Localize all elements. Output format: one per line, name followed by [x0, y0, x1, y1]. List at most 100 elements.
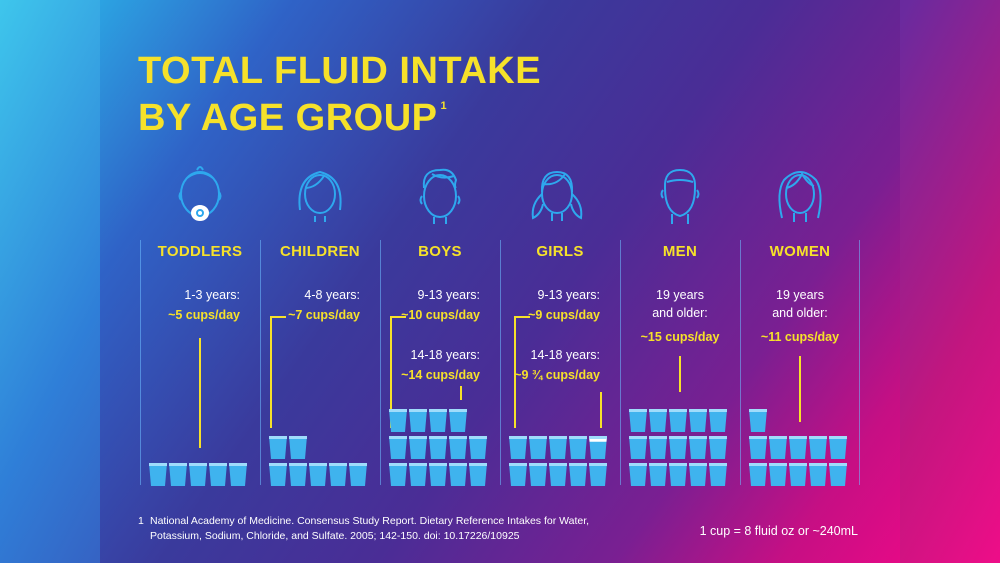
cup-icon: [189, 463, 207, 486]
cup-icon: [789, 463, 807, 486]
cup-icon: [429, 463, 447, 486]
woman-face-icon: [778, 171, 822, 222]
cup-icon: [569, 436, 587, 459]
column-divider: [500, 240, 501, 485]
cup-icon: [569, 463, 587, 486]
cup-icon: [749, 436, 767, 459]
column-divider: [140, 240, 141, 485]
cup-icon: [209, 463, 227, 486]
cup-icon: [429, 409, 447, 432]
group-name-boys: BOYS: [418, 243, 462, 260]
cup-icon: [689, 436, 707, 459]
column-divider: [620, 240, 621, 485]
cup-icon: [649, 436, 667, 459]
footnote-line-1: National Academy of Medicine. Consensus …: [150, 515, 590, 527]
cup-icon: [409, 463, 427, 486]
column-toddlers: TODDLERS 1-3 years: ~5 cups/day: [140, 240, 260, 485]
group-name-women: WOMEN: [769, 243, 831, 260]
cup-icon: [709, 409, 727, 432]
cup-icon: [669, 463, 687, 486]
cup-icon: [509, 463, 527, 486]
cup-icon: [629, 436, 647, 459]
title-footnote-ref: 1: [440, 100, 448, 112]
cup-icon: [789, 436, 807, 459]
cup-icon: [449, 463, 467, 486]
age-label: 4-8 years:: [304, 288, 360, 302]
cup-icon: [509, 436, 527, 459]
cup-icon: [409, 436, 427, 459]
boy-face-icon: [419, 168, 461, 224]
column-divider: [740, 240, 741, 485]
intake-value: ~14 cups/day: [401, 368, 480, 382]
cup-icon: [449, 436, 467, 459]
cup-icon: [689, 463, 707, 486]
cup-icon: [529, 436, 547, 459]
cup-icon: [389, 409, 407, 432]
cup-icon: [469, 463, 487, 486]
cup-icon: [749, 409, 767, 432]
age-label-line-1: 19 years: [776, 288, 824, 302]
cup-icon: [589, 436, 607, 459]
cup-icon: [549, 436, 567, 459]
group-name-toddlers: TODDLERS: [157, 243, 243, 260]
cup-icon: [829, 463, 847, 486]
footnote-text: National Academy of Medicine. Consensus …: [150, 514, 610, 544]
intake-value: ~11 cups/day: [760, 330, 840, 344]
cup-icon: [629, 463, 647, 486]
age-label: 14-18 years:: [530, 348, 600, 362]
cup-icon: [649, 409, 667, 432]
column-children: CHILDREN 4-8 years: ~7 cups/day: [260, 240, 380, 485]
age-label: 14-18 years:: [410, 348, 480, 362]
intake-value: ~7 cups/day: [288, 308, 360, 322]
intake-value: ~5 cups/day: [168, 308, 240, 322]
cup-icon: [229, 463, 247, 486]
cup-icon: [409, 409, 427, 432]
cup-icon: [269, 463, 287, 486]
cup-icon: [669, 436, 687, 459]
title-line-2: BY AGE GROUP 1: [138, 97, 448, 139]
cup-icon: [529, 463, 547, 486]
cup-icon: [449, 409, 467, 432]
leader-line: [799, 356, 801, 422]
intake-value: ~9 cups/day: [528, 308, 600, 322]
group-name-men: MEN: [662, 243, 698, 260]
cup-icon: [309, 463, 327, 486]
leader-line: [514, 316, 516, 428]
cup-icon: [629, 409, 647, 432]
cup-icon: [829, 436, 847, 459]
intake-value: ~10 cups/day: [401, 308, 480, 322]
cup-icon: [669, 409, 687, 432]
column-divider: [380, 240, 381, 485]
girl-face-icon: [531, 170, 583, 221]
leader-line: [600, 392, 602, 428]
footnote-line-2: Potassium, Sodium, Chloride, and Sulfate…: [150, 530, 520, 542]
cup-icon: [329, 463, 347, 486]
cup-icon: [269, 436, 287, 459]
column-girls: GIRLS 9-13 years: ~9 cups/day 14-18 year…: [500, 240, 620, 485]
cup-icon: [549, 463, 567, 486]
man-face-icon: [660, 168, 700, 224]
group-name-girls: GIRLS: [536, 243, 584, 260]
column-boys: BOYS 9-13 years: ~10 cups/day 14-18 year…: [380, 240, 500, 485]
cup-icon: [709, 463, 727, 486]
cup-icon: [589, 463, 607, 486]
leader-line: [390, 316, 392, 428]
age-label-line-2: and older:: [652, 306, 708, 320]
leader-line: [199, 338, 201, 448]
cup-conversion-note: 1 cup = 8 fluid oz or ~240mL: [699, 524, 858, 538]
intake-value: ~9 ¾ cups/day: [514, 368, 600, 382]
column-divider: [260, 240, 261, 485]
cup-icon: [809, 463, 827, 486]
cup-icon: [389, 436, 407, 459]
footnote-number: 1: [138, 515, 144, 527]
cup-icon: [749, 463, 767, 486]
leader-line: [679, 356, 681, 392]
cup-icon: [809, 436, 827, 459]
age-label: 1-3 years:: [184, 288, 240, 302]
cup-icon: [289, 436, 307, 459]
cup-icon: [169, 463, 187, 486]
cup-icon: [769, 463, 787, 486]
cup-icon: [389, 463, 407, 486]
cup-icon: [689, 409, 707, 432]
leader-line: [270, 316, 286, 318]
